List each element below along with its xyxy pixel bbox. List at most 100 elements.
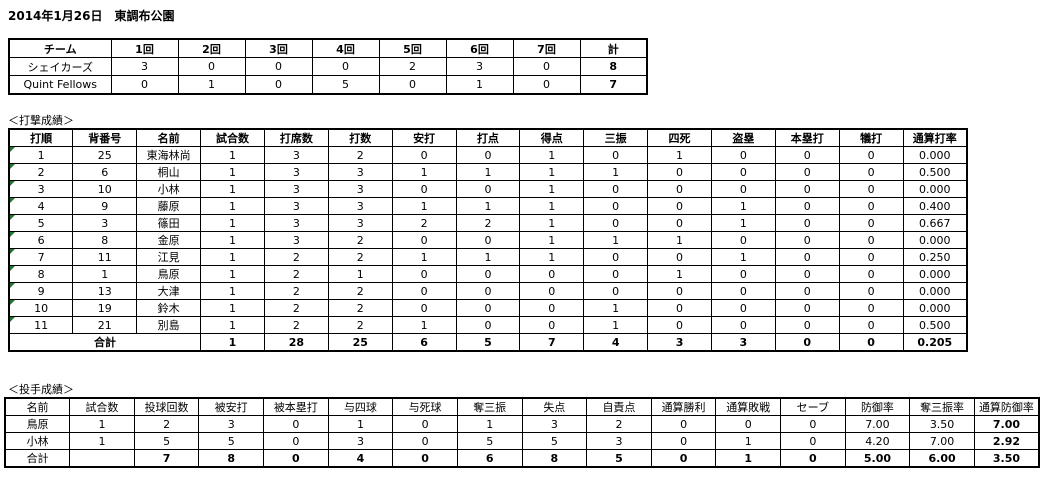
stat-cell: 3	[263, 231, 329, 249]
total-runs: 7	[579, 75, 648, 95]
column-header: 背番号	[72, 128, 138, 147]
stat-cell: 1	[519, 197, 585, 215]
stat-cell: 0	[780, 432, 846, 450]
stat-cell: 1	[391, 316, 457, 334]
stat-cell: 0	[710, 316, 776, 334]
stat-cell: 0	[647, 248, 712, 266]
stat-cell: 0.000	[902, 180, 968, 198]
total-cell: 3	[710, 333, 776, 352]
total-runs: 8	[579, 57, 648, 76]
stat-cell: 0.000	[902, 282, 968, 300]
column-header: 得点	[519, 128, 585, 147]
batting-label: ＜打撃成績＞	[8, 114, 74, 127]
stat-cell: 0	[391, 282, 457, 300]
stat-cell: 13	[72, 282, 138, 300]
stat-cell: 0	[455, 316, 521, 334]
stat-cell: 0	[647, 163, 712, 181]
stat-cell: 3	[263, 180, 329, 198]
stat-cell: 0	[710, 180, 776, 198]
table-row: 2 6 桐山 1 3 3 1 1 1 1 0 0 0 0 0.500	[8, 163, 968, 181]
column-header: 通算敗戦	[715, 397, 781, 416]
inning-runs: 0	[311, 57, 380, 76]
stat-cell: 0	[774, 231, 840, 249]
table-row: 3 10 小林 1 3 3 0 0 1 0 0 0 0 0 0.000	[8, 180, 968, 198]
stat-cell: 1	[200, 214, 265, 232]
stat-cell: 0.500	[902, 163, 968, 181]
stat-cell: 0	[774, 146, 840, 164]
stat-cell: 2	[133, 415, 200, 433]
stat-cell: 0	[391, 265, 457, 283]
stat-cell: 0	[838, 180, 904, 198]
stat-cell: 0.000	[902, 265, 968, 283]
stat-cell: 0.500	[902, 316, 968, 334]
stat-cell: 1	[647, 231, 712, 249]
stat-cell: 1	[583, 299, 649, 317]
stat-cell: 1	[200, 265, 265, 283]
stat-cell: 3	[72, 214, 138, 232]
stat-cell: 7.00	[909, 432, 975, 450]
stat-cell: 0.000	[902, 299, 968, 317]
stat-cell: 8	[72, 231, 138, 249]
stat-cell: 0	[710, 282, 776, 300]
stat-cell: 0	[519, 316, 585, 334]
stat-cell: 0	[838, 282, 904, 300]
stat-cell: 3	[263, 214, 329, 232]
stat-cell: 0	[838, 299, 904, 317]
total-cell: 合計	[4, 449, 71, 468]
stat-cell: 21	[72, 316, 138, 334]
stat-cell: 0	[455, 265, 521, 283]
table-row: 10 19 鈴木 1 2 2 0 0 0 1 0 0 0 0 0.000	[8, 299, 968, 317]
stat-cell: 1	[647, 265, 712, 283]
stat-cell: 2	[327, 231, 393, 249]
column-header: 奪三振率	[909, 397, 975, 416]
stat-cell: 1	[200, 146, 265, 164]
stat-cell: 3	[327, 214, 393, 232]
stat-cell: 5	[456, 432, 523, 450]
total-cell: 3	[647, 333, 712, 352]
total-cell: 0	[650, 449, 717, 468]
total-cell: 25	[327, 333, 393, 352]
total-cell: 6	[456, 449, 523, 468]
column-header: 奪三振	[456, 397, 523, 416]
inning-runs: 1	[445, 75, 514, 95]
stat-cell: 0	[519, 282, 585, 300]
stat-cell: 11	[72, 248, 138, 266]
pitcher-name: 小林	[4, 432, 71, 450]
stat-cell: 1	[391, 248, 457, 266]
stat-cell: 3.50	[909, 415, 975, 433]
stat-cell: 0	[647, 316, 712, 334]
stat-cell: 0.667	[902, 214, 968, 232]
total-cell: 6	[391, 333, 457, 352]
stat-cell: 4	[8, 197, 74, 215]
total-cell: 7	[519, 333, 585, 352]
column-header: 打席数	[263, 128, 329, 147]
text-number-marker-icon	[10, 181, 15, 186]
stat-cell: 0	[650, 432, 717, 450]
column-header: 6回	[445, 38, 514, 58]
stat-cell: 8	[8, 265, 74, 283]
inning-runs: 0	[378, 75, 447, 95]
stat-cell: 5	[521, 432, 588, 450]
stat-cell: 0	[710, 231, 776, 249]
stat-cell: 0	[583, 197, 649, 215]
stat-cell: 6	[72, 163, 138, 181]
stat-cell: 3	[263, 163, 329, 181]
stat-cell: 0	[647, 197, 712, 215]
table-row: 4 9 藤原 1 3 3 1 1 1 0 0 1 0 0 0.400	[8, 197, 968, 215]
stat-cell: 0	[391, 231, 457, 249]
stat-cell: 1	[69, 415, 135, 433]
stat-cell: 0	[455, 299, 521, 317]
team-row: Quint Fellows 0 1 0 5 0 1 0 7	[8, 75, 648, 95]
text-number-marker-icon	[10, 215, 15, 220]
stat-cell: 0	[650, 415, 717, 433]
stat-cell: 0	[774, 248, 840, 266]
total-row: 合計 7 8 0 4 0 6 8 5 0 1 0 5.00 6.00 3.50	[4, 449, 1040, 468]
stat-cell: 2	[327, 316, 393, 334]
column-header: 通算勝利	[650, 397, 717, 416]
stat-cell: 0	[838, 163, 904, 181]
stat-cell: 0	[838, 197, 904, 215]
column-header: 2回	[177, 38, 246, 58]
total-cell: 0	[780, 449, 846, 468]
stat-cell: 1	[456, 415, 523, 433]
stat-cell: 3	[521, 415, 588, 433]
